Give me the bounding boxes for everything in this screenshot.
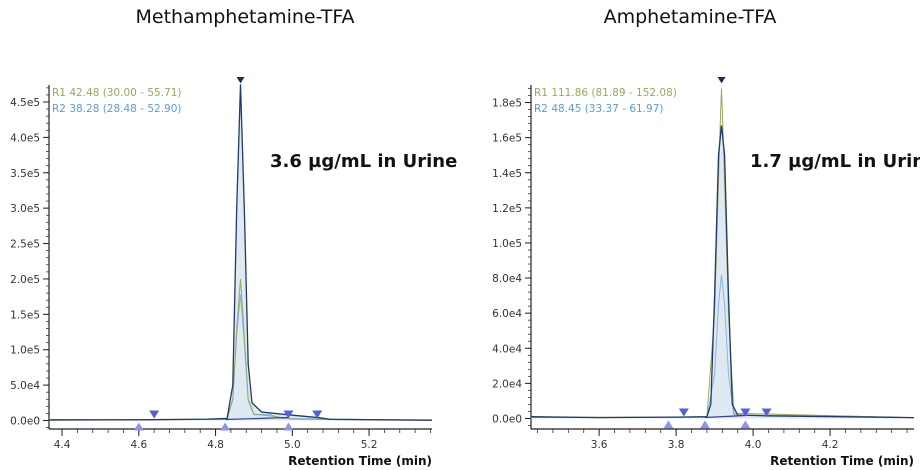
x-tick-label: 4.8 bbox=[207, 439, 224, 451]
peak-marker-up-icon bbox=[740, 420, 751, 429]
y-tick-label: 1.0e5 bbox=[492, 238, 522, 250]
y-tick-label: 4.0e4 bbox=[492, 343, 522, 355]
y-tick-label: 3.0e5 bbox=[10, 203, 40, 215]
chart-1: 0.0e0 2.0e4 4.0e4 6.0e4 8.0e4 1.0e5 1.2e5 1.4e5… bbox=[492, 77, 920, 468]
peak-marker-up-icon bbox=[133, 422, 144, 431]
y-tick-label: 0.0e0 bbox=[10, 416, 40, 428]
concentration-annotation: 3.6 µg/mL in Urine bbox=[270, 151, 457, 172]
legend-entry: R2 38.28 (28.48 - 52.90) bbox=[52, 103, 182, 115]
peak-marker-up-icon bbox=[699, 420, 710, 429]
x-tick-label: 4.0 bbox=[745, 439, 762, 451]
x-tick-label: 5.0 bbox=[284, 439, 301, 451]
legend-entry: R1 42.48 (30.00 - 55.71) bbox=[52, 87, 182, 99]
chart-title-amphetamine: Amphetamine-TFA bbox=[603, 6, 777, 28]
legend-entry: R1 111.86 (81.89 - 152.08) bbox=[534, 87, 677, 99]
x-tick-label: 4.4 bbox=[54, 439, 71, 451]
x-axis-label: Retention Time (min) bbox=[770, 454, 914, 468]
y-tick-label: 8.0e4 bbox=[492, 273, 522, 285]
y-tick-label: 1.4e5 bbox=[492, 168, 522, 180]
peak-marker-up-icon bbox=[283, 422, 294, 431]
y-tick-label: 4.5e5 bbox=[10, 97, 40, 109]
trace-R1 bbox=[530, 88, 915, 419]
peak-marker-down-icon bbox=[717, 77, 726, 84]
legend-entry: R2 48.45 (33.37 - 61.97) bbox=[534, 103, 664, 115]
x-tick-label: 5.2 bbox=[361, 439, 378, 451]
integration-baseline bbox=[704, 414, 746, 419]
peak-marker-down-icon bbox=[761, 408, 772, 417]
concentration-annotation: 1.7 µg/mL in Urine bbox=[750, 151, 920, 172]
y-tick-label: 2.0e4 bbox=[492, 378, 522, 390]
x-axis-label: Retention Time (min) bbox=[288, 454, 432, 468]
y-tick-label: 1.0e5 bbox=[10, 345, 40, 357]
x-tick-label: 4.2 bbox=[822, 439, 839, 451]
y-tick-label: 5.0e4 bbox=[10, 380, 40, 392]
peak-marker-up-icon bbox=[220, 422, 231, 431]
peak-marker-up-icon bbox=[663, 420, 674, 429]
chart-0: 0.0e0 5.0e4 1.0e5 1.5e5 2.0e5 2.5e5 3.0e5 3.5e5… bbox=[10, 77, 457, 468]
y-tick-label: 3.5e5 bbox=[10, 168, 40, 180]
peak-marker-down-icon bbox=[312, 410, 323, 419]
peak-area-fill bbox=[531, 125, 914, 419]
y-tick-label: 6.0e4 bbox=[492, 308, 522, 320]
peak-marker-down-icon bbox=[149, 410, 160, 419]
y-tick-label: 1.2e5 bbox=[492, 203, 522, 215]
x-tick-label: 4.6 bbox=[130, 439, 147, 451]
peak-marker-down-icon bbox=[283, 410, 294, 419]
y-tick-label: 1.6e5 bbox=[492, 133, 522, 145]
y-tick-label: 2.5e5 bbox=[10, 239, 40, 251]
x-tick-label: 3.6 bbox=[591, 439, 608, 451]
peak-marker-down-icon bbox=[678, 408, 689, 417]
peak-marker-down-icon bbox=[236, 77, 245, 84]
y-tick-label: 2.0e5 bbox=[10, 274, 40, 286]
trace-quant bbox=[530, 125, 915, 419]
y-tick-label: 0.0e0 bbox=[492, 413, 522, 425]
y-tick-label: 1.8e5 bbox=[492, 98, 522, 110]
integration-baseline bbox=[225, 416, 289, 421]
chart-title-methamphetamine: Methamphetamine-TFA bbox=[135, 6, 355, 28]
peak-area-fill bbox=[49, 84, 432, 421]
trace-quant bbox=[49, 84, 433, 421]
y-tick-label: 1.5e5 bbox=[10, 309, 40, 321]
x-tick-label: 3.8 bbox=[668, 439, 685, 451]
y-tick-label: 4.0e5 bbox=[10, 132, 40, 144]
peak-marker-down-icon bbox=[740, 408, 751, 417]
